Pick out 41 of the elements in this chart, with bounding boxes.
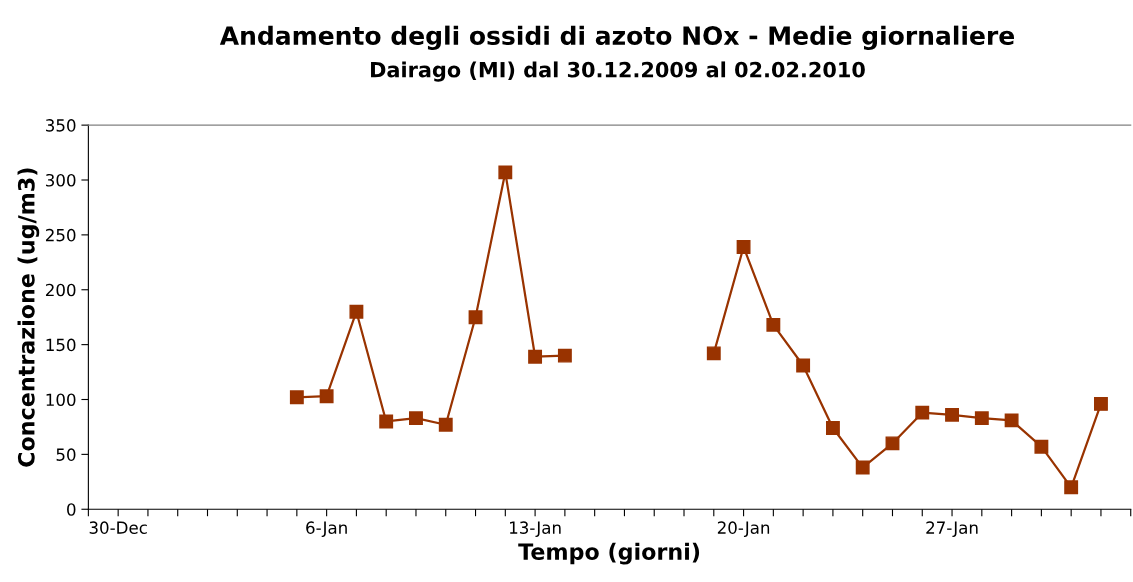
x-tick-label: 6-Jan <box>306 521 347 538</box>
point <box>855 460 870 475</box>
y-axis-title: Concentrazione (ug/m3) <box>17 168 40 467</box>
point <box>349 304 364 319</box>
point <box>945 407 959 422</box>
point <box>1094 396 1108 411</box>
point <box>319 389 334 404</box>
point <box>915 405 930 420</box>
point <box>766 317 781 332</box>
y-tick-label: 250 <box>45 228 76 242</box>
point <box>289 390 304 405</box>
x-axis-title: Tempo (giorni) <box>518 542 700 565</box>
x-tick-label: 13-Jan <box>510 521 561 538</box>
point <box>1064 480 1079 495</box>
point <box>438 417 453 432</box>
y-tick-label: 300 <box>46 173 76 187</box>
point <box>974 411 989 426</box>
point <box>528 349 543 364</box>
x-tick-label: 27-Jan <box>926 521 978 538</box>
point <box>468 310 483 325</box>
chart-subtitle: Dairago (MI) dal 30.12.2009 al 02.02.2010 <box>371 61 865 82</box>
y-tick-label: 150 <box>46 338 76 352</box>
point <box>1004 413 1019 428</box>
y-tick-label: 0 <box>67 503 76 516</box>
point <box>796 358 811 373</box>
point <box>706 346 721 361</box>
point <box>379 414 394 429</box>
point <box>825 421 840 435</box>
y-tick-label: 50 <box>56 448 76 461</box>
x-tick-label: 20-Jan <box>717 521 770 538</box>
point <box>498 165 513 180</box>
point <box>736 240 751 254</box>
y-tick-label: 100 <box>46 393 76 407</box>
point <box>885 436 900 451</box>
point <box>409 411 423 426</box>
chart-title: Andamento degli ossidi di azoto NOx - Medie giornaliere <box>219 25 1014 51</box>
y-tick-label: 350 <box>46 119 76 132</box>
y-tick-label: 200 <box>45 283 76 297</box>
point <box>557 348 572 363</box>
x-tick-label: 30-Dec <box>89 521 147 534</box>
point <box>1034 439 1049 454</box>
